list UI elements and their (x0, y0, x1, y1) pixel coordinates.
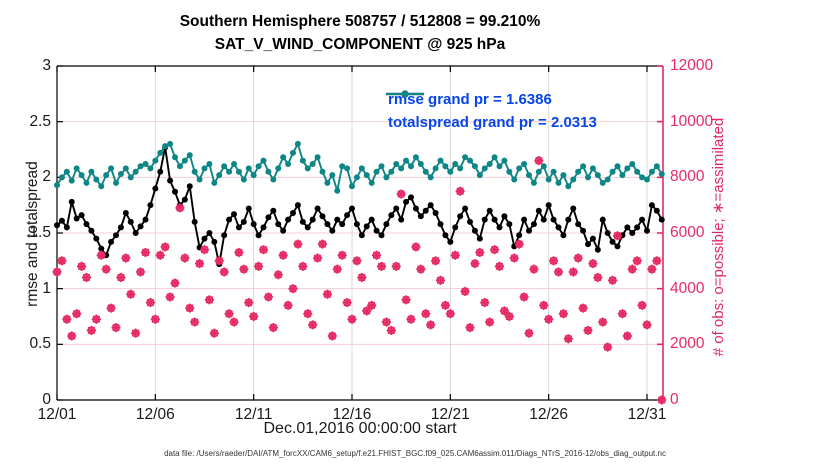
x-axis-label: Dec.01,2016 00:00:00 start (263, 420, 457, 437)
legend-label-rmse: rmse grand pr = 1.6386 (388, 91, 552, 108)
y-left-tick-label: 1.5 (29, 224, 51, 241)
y-right-tick-label: 4000 (670, 279, 705, 297)
y-right-tick-label: 12000 (670, 57, 714, 74)
y-right-tick-label: 6000 (670, 224, 705, 241)
legend-label-totalspread: totalspread grand pr = 2.0313 (388, 114, 597, 131)
y-left-tick-label: 2.5 (29, 112, 51, 130)
y-right-tick-label: 10000 (670, 112, 714, 130)
x-tick-label: 12/31 (627, 406, 667, 423)
legend-row-totalspread: totalspread grand pr = 2.0313 (385, 90, 597, 134)
x-tick-label: 12/21 (430, 406, 470, 423)
x-tick-label: 12/01 (37, 406, 77, 423)
y-left-tick-label: 0.5 (29, 335, 51, 353)
y-right-tick-label: 8000 (670, 168, 705, 186)
y-right-tick-label: 2000 (670, 335, 705, 353)
plot-title-line1: Southern Hemisphere 508757 / 512808 = 99… (179, 13, 541, 30)
x-tick-label: 12/06 (135, 406, 175, 423)
y-axis-label-left: rmse and totalspread (24, 161, 41, 307)
x-tick-label: 12/16 (332, 406, 372, 423)
y-left-tick-label: 1 (42, 279, 51, 297)
y-left-tick-label: 2 (42, 168, 51, 186)
data-file-annotation: data file: /Users/raeder/DAI/ATM_forcXX/… (164, 449, 666, 458)
plot-title-line2: SAT_V_WIND_COMPONENT @ 925 hPa (214, 36, 506, 53)
y-left-tick-label: 3 (42, 57, 51, 74)
x-tick-label: 12/26 (529, 406, 569, 423)
x-tick-label: 12/11 (234, 406, 273, 423)
y-left-tick-label: 0 (42, 391, 51, 408)
y-axis-label-right: # of obs: o=possible; ∗=assimilated (710, 117, 727, 357)
legend: rmse grand pr = 1.6386 totalspread grand… (385, 88, 597, 134)
totalspread-line-sample-icon (386, 90, 424, 98)
y-right-tick-label: 0 (670, 391, 679, 408)
